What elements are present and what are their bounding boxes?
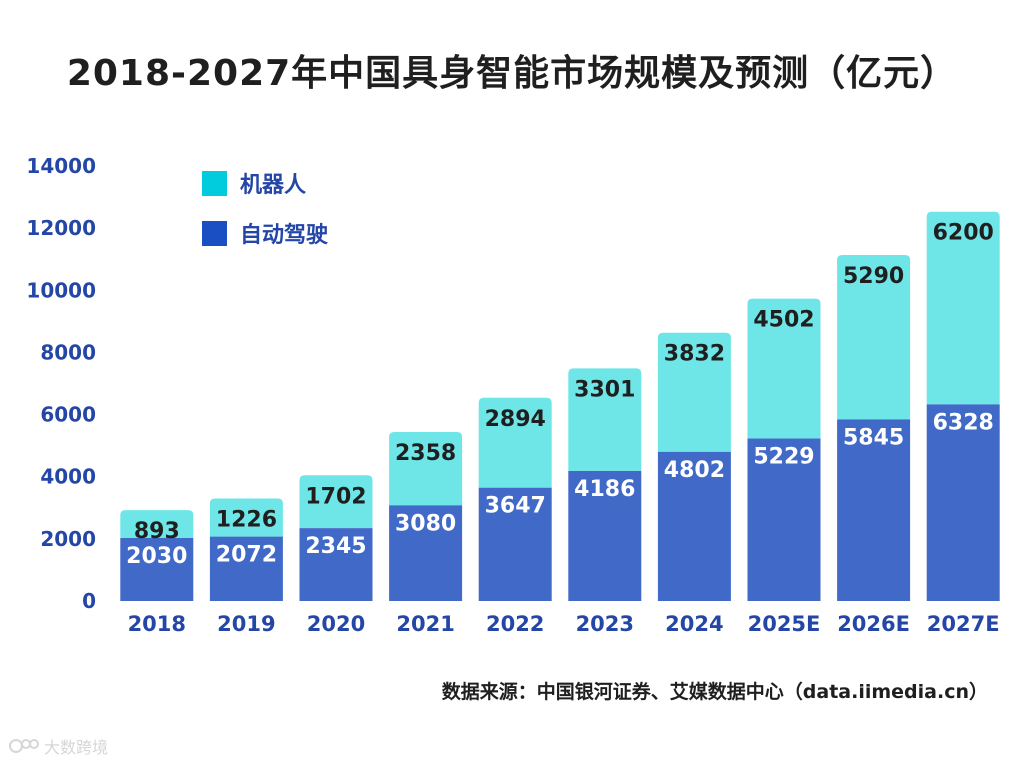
x-tick-label: 2022 — [486, 612, 544, 636]
y-tick-label: 14000 — [26, 154, 96, 178]
data-source-note: 数据来源：中国银河证券、艾媒数据中心（data.iimedia.cn） — [441, 681, 988, 703]
data-label-robot-2021: 2358 — [395, 441, 456, 466]
data-label-autonomous-driving-2019: 2072 — [216, 543, 277, 568]
watermark-logo-icon — [9, 739, 39, 753]
bar-autonomous-driving-2027E — [926, 404, 1000, 601]
x-tick-label: 2020 — [307, 612, 365, 636]
bar-group-2026E: 5845 5290 — [837, 255, 911, 601]
bar-robot-2024 — [657, 332, 731, 452]
data-label-autonomous-driving-2018: 2030 — [126, 544, 187, 569]
legend-label: 自动驾驶 — [240, 222, 328, 248]
chart-title: 2018-2027年中国具身智能市场规模及预测（亿元） — [66, 53, 958, 94]
legend-item: 自动驾驶 — [202, 221, 328, 248]
bar-robot-2023 — [568, 368, 642, 471]
data-label-robot-2018: 893 — [134, 519, 180, 544]
y-tick-label: 12000 — [26, 216, 96, 240]
bar-group-2023: 4186 3301 — [568, 368, 642, 601]
bar-autonomous-driving-2021 — [389, 505, 463, 601]
y-tick-label: 6000 — [40, 403, 96, 427]
x-tick-label: 2023 — [576, 612, 634, 636]
bar-robot-2021 — [389, 432, 463, 506]
bar-autonomous-driving-2025E — [747, 438, 821, 601]
data-label-autonomous-driving-2021: 3080 — [395, 511, 456, 536]
data-label-autonomous-driving-2024: 4802 — [664, 458, 725, 483]
data-label-autonomous-driving-2020: 2345 — [305, 534, 366, 559]
data-label-robot-2019: 1226 — [216, 508, 277, 533]
data-label-robot-2020: 1702 — [305, 484, 366, 509]
bar-group-2019: 2072 1226 — [209, 498, 283, 601]
bar-robot-2020 — [299, 475, 373, 529]
x-tick-label: 2027E — [927, 612, 1000, 636]
y-tick-label: 4000 — [40, 465, 96, 489]
legend-swatch — [202, 221, 227, 246]
x-tick-label: 2021 — [396, 612, 454, 636]
bar-autonomous-driving-2022 — [478, 487, 552, 601]
bar-robot-2019 — [209, 498, 283, 537]
data-label-robot-2027E: 6200 — [933, 221, 994, 246]
bar-robot-2025E — [747, 298, 821, 439]
data-label-autonomous-driving-2026E: 5845 — [843, 425, 904, 450]
bar-robot-2027E — [926, 211, 1000, 405]
x-tick-label: 2025E — [748, 612, 821, 636]
y-tick-label: 2000 — [40, 527, 96, 551]
x-tick-label: 2019 — [217, 612, 275, 636]
watermark: 大数跨境 — [8, 734, 108, 758]
x-tick-label: 2026E — [837, 612, 910, 636]
x-axis: 2018 2019 2020 2021 2022 2023 2024 2025E 2026E 20… — [128, 612, 1000, 636]
data-label-robot-2026E: 5290 — [843, 264, 904, 289]
bar-autonomous-driving-2019 — [209, 536, 283, 601]
data-label-autonomous-driving-2023: 4186 — [574, 477, 635, 502]
data-label-robot-2023: 3301 — [574, 377, 635, 402]
y-tick-label: 0 — [82, 589, 96, 613]
bar-group-2021: 3080 2358 — [389, 432, 463, 601]
x-tick-label: 2018 — [128, 612, 186, 636]
bar-group-2027E: 6328 6200 — [926, 211, 1000, 601]
legend-swatch — [202, 171, 227, 196]
bar-autonomous-driving-2018 — [120, 537, 194, 601]
bar-autonomous-driving-2026E — [837, 419, 911, 601]
data-label-autonomous-driving-2027E: 6328 — [933, 410, 994, 435]
bar-autonomous-driving-2024 — [657, 451, 731, 601]
data-label-robot-2024: 3832 — [664, 342, 725, 367]
data-label-robot-2025E: 4502 — [753, 308, 814, 333]
data-label-robot-2022: 2894 — [485, 407, 546, 432]
bar-autonomous-driving-2020 — [299, 528, 373, 601]
y-tick-label: 10000 — [26, 278, 96, 302]
bar-robot-2022 — [478, 397, 552, 488]
y-tick-label: 8000 — [40, 340, 96, 364]
bar-group-2020: 2345 1702 — [299, 475, 373, 601]
watermark-text: 大数跨境 — [44, 738, 109, 757]
x-tick-label: 2024 — [665, 612, 723, 636]
bar-robot-2026E — [837, 255, 911, 420]
bar-group-2024: 4802 3832 — [657, 332, 731, 601]
data-label-autonomous-driving-2025E: 5229 — [753, 445, 814, 470]
bar-group-2025E: 5229 4502 — [747, 298, 821, 601]
data-label-autonomous-driving-2022: 3647 — [485, 494, 546, 519]
y-axis: 0 2000 4000 6000 8000 10000 12000 14000 — [26, 154, 96, 613]
legend-label: 机器人 — [240, 173, 306, 198]
legend-item: 机器人 — [202, 171, 306, 198]
bar-robot-2018 — [120, 510, 194, 538]
bar-autonomous-driving-2023 — [568, 470, 642, 601]
bar-group-2022: 3647 2894 — [478, 397, 552, 601]
